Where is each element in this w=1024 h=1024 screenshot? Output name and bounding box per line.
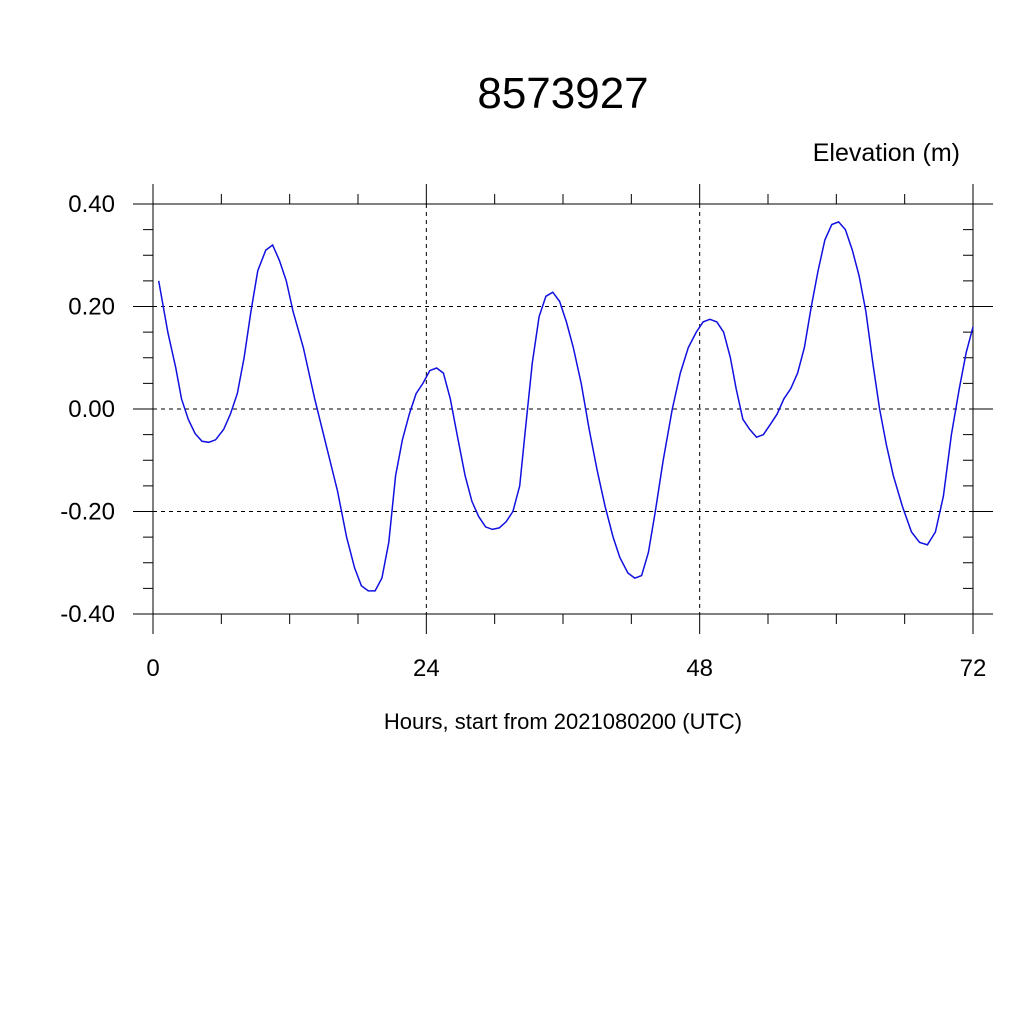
- y-tick-label: 0.00: [68, 396, 115, 423]
- y-tick-label: -0.40: [60, 601, 115, 628]
- axis-ticks: [133, 184, 993, 634]
- y-tick-label: -0.20: [60, 499, 115, 526]
- x-tick-label: 72: [960, 655, 987, 682]
- x-tick-label: 24: [413, 655, 440, 682]
- plot-frame: [152, 203, 974, 615]
- tick-labels: 0.40 0.20 0.00 -0.20 -0.40 0 24 48 72: [60, 191, 986, 682]
- y-tick-label: 0.40: [68, 191, 115, 218]
- x-axis-label: Hours, start from 2021080200 (UTC): [384, 709, 742, 734]
- chart-title: 8573927: [477, 69, 648, 118]
- y-tick-label: 0.20: [68, 294, 115, 321]
- y-axis-unit-label: Elevation (m): [813, 139, 960, 167]
- x-tick-label: 48: [686, 655, 713, 682]
- elevation-series-line: [157, 221, 974, 592]
- x-tick-label: 0: [146, 655, 159, 682]
